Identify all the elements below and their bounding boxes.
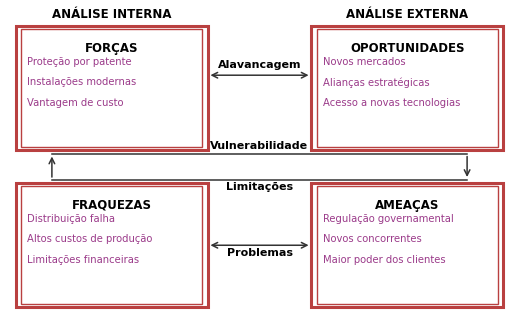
Text: FRAQUEZAS: FRAQUEZAS xyxy=(72,199,152,212)
Bar xyxy=(16,183,208,307)
Bar xyxy=(317,186,498,304)
Text: Vantagem de custo: Vantagem de custo xyxy=(27,98,124,108)
Bar xyxy=(311,26,503,150)
Bar xyxy=(21,186,202,304)
Text: Maior poder dos clientes: Maior poder dos clientes xyxy=(323,255,445,265)
Text: Proteção por patente: Proteção por patente xyxy=(27,57,132,67)
Text: ANÁLISE INTERNA: ANÁLISE INTERNA xyxy=(52,8,171,21)
Text: Limitações financeiras: Limitações financeiras xyxy=(27,255,139,265)
Bar xyxy=(16,26,208,150)
Text: Alianças estratégicas: Alianças estratégicas xyxy=(323,77,429,88)
Text: Instalações modernas: Instalações modernas xyxy=(27,77,136,88)
Text: Acesso a novas tecnologias: Acesso a novas tecnologias xyxy=(323,98,460,108)
Text: Distribuição falha: Distribuição falha xyxy=(27,214,115,224)
Text: Regulação governamental: Regulação governamental xyxy=(323,214,454,224)
Text: Alavancagem: Alavancagem xyxy=(218,60,301,70)
Text: Vulnerabilidade: Vulnerabilidade xyxy=(210,141,309,151)
Bar xyxy=(317,29,498,147)
Text: Novos concorrentes: Novos concorrentes xyxy=(323,234,421,245)
Text: ANÁLISE EXTERNA: ANÁLISE EXTERNA xyxy=(346,8,469,21)
Text: Novos mercados: Novos mercados xyxy=(323,57,405,67)
Text: Altos custos de produção: Altos custos de produção xyxy=(27,234,153,245)
Text: Limitações: Limitações xyxy=(226,182,293,192)
Text: Problemas: Problemas xyxy=(226,248,293,258)
Bar xyxy=(21,29,202,147)
Text: AMEAÇAS: AMEAÇAS xyxy=(375,199,440,212)
Text: FORÇAS: FORÇAS xyxy=(85,42,139,55)
Bar xyxy=(311,183,503,307)
Text: OPORTUNIDADES: OPORTUNIDADES xyxy=(350,42,465,55)
